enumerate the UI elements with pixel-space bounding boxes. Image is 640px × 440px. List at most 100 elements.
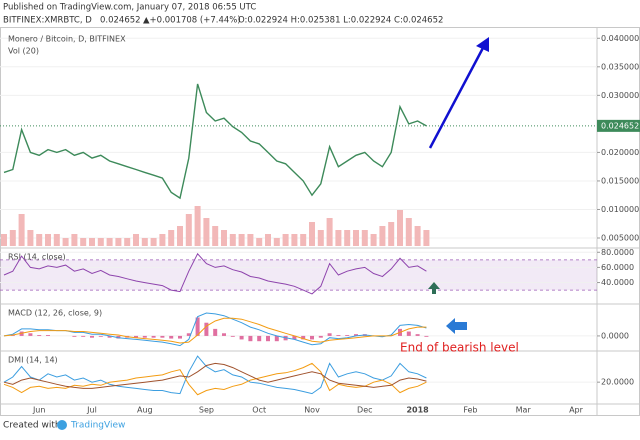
footer-brand: TradingView: [70, 421, 125, 431]
histogram-bar: [274, 335, 279, 342]
ohlc: O:0.022924 H:0.025381 L:0.022924 C:0.024…: [238, 16, 443, 26]
volume-bar: [97, 238, 104, 246]
histogram-bar: [37, 335, 42, 336]
volume-bar: [80, 238, 87, 246]
volume-bar: [177, 226, 183, 246]
histogram-bar: [186, 333, 191, 336]
y-tick-label: 0.020000: [601, 148, 639, 157]
x-tick-label: Nov: [304, 406, 320, 415]
y-tick-label: 0.010000: [601, 205, 639, 214]
histogram-bar: [204, 322, 209, 336]
rsi-band: [0, 259, 597, 291]
histogram-bar: [301, 335, 306, 340]
volume-bar: [379, 226, 386, 246]
volume-bar: [1, 234, 7, 246]
volume-bar: [141, 238, 148, 246]
volume-bar: [124, 238, 131, 246]
series-line: [3, 83, 427, 200]
published: Published on TradingView.com, January 07…: [3, 3, 256, 13]
volume-bar: [370, 234, 377, 246]
series-line: [3, 362, 427, 396]
pane-title: MACD (12, 26, close, 9): [8, 309, 102, 318]
last-price-label: 0.024652: [601, 121, 639, 130]
histogram-bar: [134, 335, 138, 338]
y-tick-label: 0.015000: [601, 176, 639, 185]
series-line: [3, 317, 427, 344]
volume-bar: [194, 206, 201, 246]
histogram-bar: [266, 335, 270, 342]
histogram-bar: [354, 334, 358, 336]
histogram-bar: [415, 334, 420, 336]
histogram-bar: [46, 335, 50, 336]
volume-bar: [36, 234, 43, 246]
pane-subtitle: Vol (20): [8, 47, 39, 56]
histogram-bar: [310, 335, 314, 340]
volume-bar: [133, 234, 139, 246]
volume-bar: [273, 238, 280, 246]
plot: 0.005000 0.010000 0.015000 0.020000 0.030000…: [0, 34, 640, 415]
rsi-up-arrow: [428, 282, 440, 294]
series-line: [3, 252, 427, 295]
x-tick-label: 2018: [406, 406, 429, 415]
histogram-bar: [239, 335, 244, 340]
histogram-bar: [292, 335, 297, 340]
y-tick-label: 0.035000: [601, 62, 639, 71]
histogram-bar: [257, 335, 262, 342]
volume-bar: [9, 230, 16, 246]
volume-bar: [335, 230, 342, 246]
volume-bar: [405, 218, 412, 246]
volume-bar: [265, 234, 271, 246]
annotation: End of bearish level: [400, 341, 519, 355]
volume-bar: [18, 214, 25, 246]
histogram-bar: [424, 335, 429, 337]
volume-bar: [115, 238, 122, 246]
x-tick-label: Jul: [86, 406, 97, 415]
y-tick-label: 60.0000: [601, 263, 634, 272]
volume-bar: [150, 238, 157, 246]
volume-bar: [159, 234, 166, 246]
histogram-bar: [151, 335, 156, 338]
volume-bar: [291, 234, 298, 246]
volume-bar: [212, 226, 219, 246]
volume-bar: [414, 226, 421, 246]
x-tick-label: Feb: [463, 406, 477, 415]
y-tick-label: 0.005000: [601, 234, 639, 243]
volume-bar: [229, 234, 236, 246]
x-tick-label: Oct: [252, 406, 266, 415]
histogram-bar: [142, 335, 147, 338]
volume-bar: [53, 234, 60, 246]
pane-title: RSI (14, close): [8, 253, 66, 262]
x-tick-label: Jun: [32, 406, 46, 415]
histogram-bar: [327, 333, 332, 336]
histogram-bar: [318, 335, 323, 338]
y-tick-label: 40.0000: [601, 278, 634, 287]
y-tick-label: 0.030000: [601, 91, 639, 100]
histogram-bar: [345, 335, 350, 336]
volume-bar: [247, 234, 254, 246]
volume-bar: [423, 230, 430, 246]
volume-bar: [388, 222, 395, 246]
x-tick-label: Aug: [137, 406, 153, 415]
series-line: [3, 312, 427, 347]
volume-bar: [317, 230, 324, 246]
x-tick-label: Apr: [569, 406, 584, 415]
arrow-head: [476, 37, 489, 52]
histogram-bar: [213, 328, 218, 336]
x-tick-label: Dec: [357, 406, 372, 415]
y-tick-label: 0.0000: [601, 331, 629, 340]
volume-bar: [71, 234, 78, 246]
volume-bar: [89, 238, 95, 246]
histogram-bar: [248, 335, 253, 342]
logo: [57, 420, 67, 430]
x-tick-label: Mar: [516, 406, 532, 415]
volume-bar: [221, 230, 227, 246]
histogram-bar: [336, 335, 341, 336]
volume-bar: [353, 230, 359, 246]
histogram-bar: [222, 333, 226, 336]
histogram-bar: [230, 335, 235, 337]
volume-bar: [62, 238, 69, 246]
volume-bar: [106, 238, 113, 246]
volume-bar: [344, 230, 351, 246]
histogram-bar: [72, 335, 77, 337]
